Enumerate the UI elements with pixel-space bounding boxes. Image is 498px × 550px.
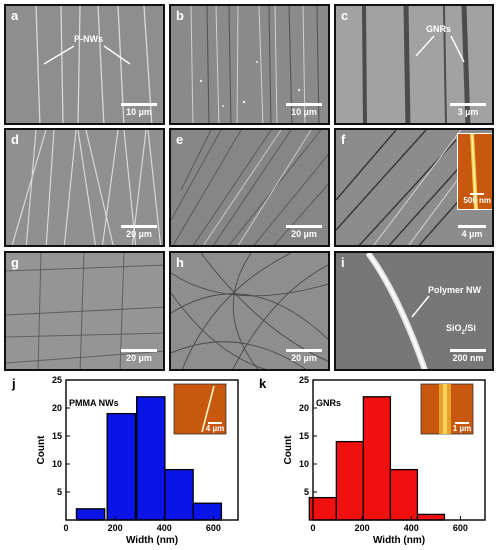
- scale-bar: 4 µm: [458, 225, 486, 239]
- y-tick-label: 25: [299, 375, 309, 385]
- x-tick-label: 600: [453, 523, 468, 533]
- y-tick-label: 25: [52, 375, 62, 385]
- scale-bar: 10 µm: [121, 103, 157, 117]
- chart-panel-label: j: [11, 376, 16, 391]
- y-tick-label: 5: [57, 487, 62, 497]
- panel-label: h: [176, 255, 184, 270]
- gnr-annotation: GNRs: [426, 24, 452, 34]
- panel-label: e: [176, 132, 184, 147]
- scale-bar: 200 nm: [450, 349, 486, 363]
- histogram-bar: [389, 468, 419, 521]
- panel-h: h 20 µm: [169, 251, 330, 371]
- x-tick-label: 200: [108, 523, 123, 533]
- histogram-bar: [75, 508, 106, 521]
- y-tick-label: 10: [52, 459, 62, 469]
- y-axis-label: Count: [36, 435, 47, 465]
- y-tick-label: 20: [299, 403, 309, 413]
- panel-b: b 10 µm: [169, 4, 330, 125]
- inset-scale-label: 1 µm: [453, 424, 471, 433]
- chart-title: GNRs: [316, 398, 341, 408]
- x-tick-label: 400: [157, 523, 172, 533]
- panel-d: d 20 µm: [4, 128, 165, 247]
- plot-frame: [65, 379, 239, 521]
- scale-bar: 20 µm: [121, 225, 157, 239]
- y-tick-label: 5: [304, 487, 309, 497]
- x-axis-label: Width (nm): [373, 535, 425, 546]
- polymer-nw-annotation: Polymer NW: [428, 285, 482, 295]
- afm-image: [458, 134, 492, 209]
- y-tick-label: 20: [52, 403, 62, 413]
- x-tick-label: 0: [63, 523, 68, 533]
- panel-label: g: [11, 255, 19, 270]
- afm-inset-f: 500 nm: [457, 133, 492, 210]
- panel-label: a: [11, 8, 19, 23]
- scale-bar: 20 µm: [286, 349, 322, 363]
- x-tick-label: 400: [404, 523, 419, 533]
- scale-bar: 20 µm: [286, 225, 322, 239]
- substrate-annotation: SiO2/Si: [446, 323, 476, 336]
- chart-panel-label: k: [259, 376, 267, 391]
- panel-f: f 500 nm 4 µm: [334, 128, 494, 247]
- panel-i: i Polymer NW SiO2/Si 200 nm: [334, 251, 494, 371]
- y-tick-label: 15: [299, 431, 309, 441]
- histogram-chart-k: k 5 10 15 20 25 0 200 400 600 Width (nm) Count GNRs 1…: [259, 375, 486, 546]
- inset-scale-bar: 500 nm: [463, 193, 491, 205]
- panel-label: f: [341, 132, 346, 147]
- pnw-annotation: P-NWs: [74, 34, 103, 44]
- panel-label: d: [11, 132, 19, 147]
- panel-c: c GNRs 3 µm: [334, 4, 494, 125]
- afm-ribbon-core: [443, 384, 447, 434]
- scale-bar: 20 µm: [121, 349, 157, 363]
- y-tick-label: 15: [52, 431, 62, 441]
- x-tick-label: 200: [355, 523, 370, 533]
- histogram-bar: [106, 412, 137, 521]
- x-tick-label: 600: [206, 523, 221, 533]
- inset-scale-label: 4 µm: [206, 424, 224, 433]
- histogram-bar: [362, 396, 392, 521]
- plot-frame: [312, 379, 486, 521]
- panel-label: b: [176, 8, 184, 23]
- histogram-bar: [335, 440, 365, 521]
- x-axis-label: Width (nm): [126, 535, 178, 546]
- x-tick-label: 0: [310, 523, 315, 533]
- histogram-bar: [416, 513, 446, 521]
- panel-g: g 20 µm: [4, 251, 165, 371]
- sem-image-a: [6, 6, 163, 123]
- scale-bar: 10 µm: [286, 103, 322, 117]
- afm-nanowire: [201, 385, 215, 433]
- y-tick-label: 10: [299, 459, 309, 469]
- afm-inset-image: [173, 383, 227, 435]
- panel-a: a P-NWs 10 µm: [4, 4, 165, 125]
- chart-title: PMMA NWs: [69, 398, 119, 408]
- histogram-bar: [135, 396, 166, 521]
- scale-bar: 3 µm: [450, 103, 486, 117]
- panel-label: c: [341, 8, 349, 23]
- panel-e: e 20 µm: [169, 128, 330, 247]
- histogram-chart-j: j 5 10 15 20 25 0 200 400 600 Width (nm) Count PMMA …: [11, 375, 239, 546]
- histogram-bar: [164, 468, 194, 521]
- panel-label: i: [341, 255, 345, 270]
- histogram-bar: [192, 502, 223, 521]
- y-axis-label: Count: [283, 435, 294, 465]
